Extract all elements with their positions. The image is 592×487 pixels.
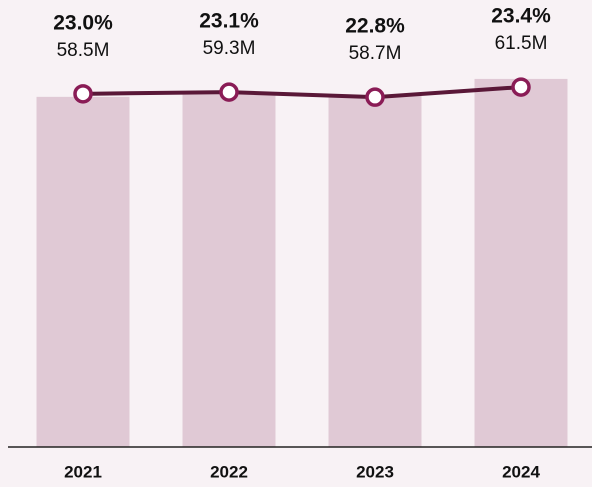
x-tick-label: 2022: [210, 462, 248, 481]
marker: [511, 77, 531, 97]
percent-label: 23.1%: [199, 10, 259, 33]
x-tick-label: 2021: [64, 462, 102, 481]
percent-label: 22.8%: [345, 15, 405, 38]
line: [82, 85, 522, 100]
x-tick-label: 2024: [502, 462, 540, 481]
percent-label: 23.4%: [491, 5, 551, 28]
marker: [219, 82, 239, 102]
bar: [36, 96, 130, 447]
bar: [328, 95, 422, 447]
percent-label: 23.0%: [53, 11, 113, 34]
marker: [73, 84, 93, 104]
count-label: 61.5M: [495, 33, 548, 54]
count-label: 58.7M: [349, 43, 402, 64]
bar: [474, 78, 568, 447]
x-tick-label: 2023: [356, 462, 394, 481]
marker: [365, 87, 385, 107]
count-label: 58.5M: [57, 40, 110, 61]
bar: [182, 92, 276, 448]
count-label: 59.3M: [203, 38, 256, 59]
